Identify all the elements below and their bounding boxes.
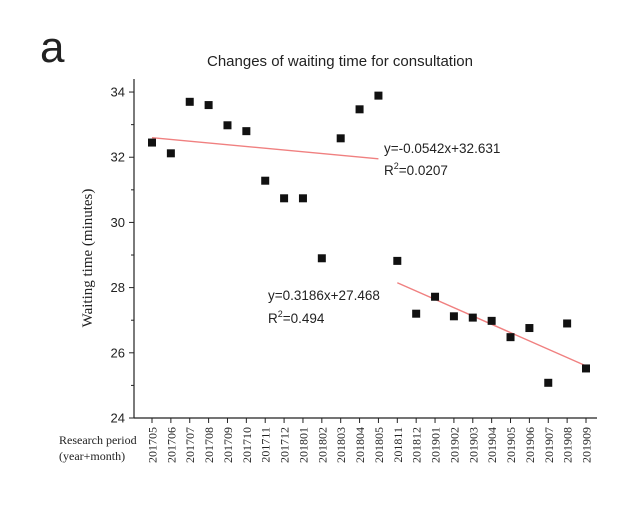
data-point: [223, 121, 232, 130]
data-point: [280, 194, 289, 203]
x-tick-label: 201711: [259, 427, 273, 463]
y-tick-label: 32: [111, 150, 125, 165]
data-point: [525, 324, 534, 333]
y-tick-label: 34: [111, 85, 125, 100]
data-point: [431, 292, 440, 301]
axes: 24 26 28 30 32 34 201705 201706 201707 201708 2017…: [111, 79, 597, 463]
data-point: [261, 176, 270, 185]
r-squared-prefix: R: [384, 163, 394, 178]
x-tick-label: 201710: [240, 427, 254, 463]
data-point: [487, 316, 496, 325]
x-tick-label: 201905: [504, 427, 518, 463]
y-tick-label: 26: [111, 345, 125, 360]
x-tick-label: 201803: [334, 427, 348, 463]
trend-equation-period-2: y=0.3186x+27.468: [268, 288, 380, 303]
x-tick-label: 201709: [221, 427, 235, 463]
x-tick-label: 201811: [391, 427, 405, 463]
data-point: [582, 364, 590, 373]
r-squared-value: =0.494: [283, 311, 325, 326]
data-point: [412, 309, 421, 318]
r-squared-period-1: R2=0.0207: [384, 161, 448, 178]
x-tick-label: 201712: [278, 427, 292, 463]
x-tick-label: 201901: [429, 427, 443, 463]
r-squared-superscript: 2: [394, 161, 399, 171]
x-axis-label-line-2: (year+month): [59, 449, 125, 463]
data-point: [468, 313, 477, 322]
data-point: [317, 254, 326, 263]
x-tick-label: 201812: [410, 427, 424, 463]
x-axis-label-line-1: Research period: [59, 433, 137, 447]
data-point: [336, 134, 345, 143]
x-tick-label: 201805: [372, 427, 386, 463]
data-point: [355, 105, 364, 114]
x-tick-label: 201706: [164, 427, 178, 463]
r-squared-superscript: 2: [278, 309, 283, 319]
x-tick-label: 201909: [580, 427, 594, 463]
trend-equation-period-1: y=-0.0542x+32.631: [384, 141, 500, 156]
x-tick-label: 201802: [315, 427, 329, 463]
trend-annotations: y=-0.0542x+32.631R2=0.0207y=0.3186x+27.4…: [268, 141, 500, 326]
x-tick-label: 201708: [202, 427, 216, 463]
data-point: [298, 194, 307, 203]
x-tick-label: 201907: [542, 427, 556, 463]
y-axis-label: Waiting time (minutes): [80, 189, 96, 328]
r-squared-period-2: R2=0.494: [268, 309, 325, 326]
r-squared-prefix: R: [268, 311, 278, 326]
data-point: [374, 91, 383, 100]
data-point: [148, 138, 156, 147]
trend-lines: [151, 136, 587, 367]
data-point: [544, 378, 553, 387]
data-point: [242, 127, 251, 136]
x-tick-label: 201801: [296, 427, 310, 463]
data-points: [148, 91, 590, 387]
y-tick-label: 28: [111, 280, 125, 295]
y-tick-label: 24: [111, 411, 125, 426]
y-tick-label: 30: [111, 215, 125, 230]
x-tick-label: 201904: [485, 427, 499, 463]
panel-letter: a: [40, 23, 65, 72]
x-tick-label: 201903: [466, 427, 480, 463]
chart-title: Changes of waiting time for consultation: [207, 53, 473, 70]
data-point: [563, 319, 572, 328]
x-tick-label: 201908: [561, 427, 575, 463]
data-point: [204, 101, 213, 110]
x-tick-label: 201804: [353, 427, 367, 463]
data-point: [506, 333, 515, 342]
data-point: [393, 256, 402, 265]
data-point: [166, 149, 175, 158]
x-tick-label: 201906: [523, 427, 537, 463]
data-point: [449, 312, 458, 321]
x-tick-label: 201902: [447, 427, 461, 463]
x-tick-label: 201705: [146, 427, 160, 463]
trend-line-period-1: [151, 136, 379, 160]
x-tick-label: 201707: [183, 427, 197, 463]
r-squared-value: =0.0207: [399, 163, 448, 178]
data-point: [185, 97, 194, 106]
